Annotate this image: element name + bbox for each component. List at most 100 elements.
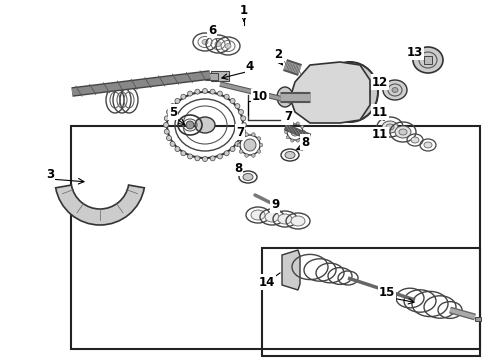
Circle shape <box>210 156 215 161</box>
Ellipse shape <box>344 86 356 98</box>
Circle shape <box>195 156 200 161</box>
Circle shape <box>239 135 244 140</box>
Bar <box>71 126 480 349</box>
Circle shape <box>241 116 246 121</box>
Circle shape <box>186 121 194 129</box>
Circle shape <box>242 122 246 127</box>
Circle shape <box>218 91 222 96</box>
Text: 10: 10 <box>252 90 268 104</box>
Circle shape <box>235 141 240 147</box>
Circle shape <box>164 122 169 127</box>
Text: 7: 7 <box>236 126 244 139</box>
Circle shape <box>167 109 172 114</box>
Circle shape <box>241 129 246 134</box>
Circle shape <box>224 94 229 99</box>
Ellipse shape <box>411 137 419 143</box>
Ellipse shape <box>195 117 215 133</box>
Ellipse shape <box>215 41 221 46</box>
Circle shape <box>251 154 255 157</box>
Text: 6: 6 <box>208 23 216 36</box>
Text: 8: 8 <box>234 162 242 175</box>
Ellipse shape <box>278 214 292 224</box>
Circle shape <box>181 151 186 156</box>
Circle shape <box>210 89 215 94</box>
Bar <box>262 248 480 356</box>
Circle shape <box>224 151 229 156</box>
Text: 13: 13 <box>407 45 423 58</box>
Circle shape <box>259 143 263 147</box>
Circle shape <box>245 133 248 136</box>
Text: 7: 7 <box>284 111 292 123</box>
Polygon shape <box>282 250 300 290</box>
Circle shape <box>239 137 243 140</box>
Circle shape <box>170 141 175 147</box>
Ellipse shape <box>424 142 432 148</box>
Ellipse shape <box>395 126 411 138</box>
Circle shape <box>239 150 243 153</box>
Circle shape <box>188 154 193 159</box>
Circle shape <box>301 125 304 128</box>
Ellipse shape <box>386 124 394 130</box>
Ellipse shape <box>291 216 305 226</box>
Circle shape <box>302 130 305 134</box>
Wedge shape <box>56 185 145 225</box>
Circle shape <box>286 125 289 128</box>
Ellipse shape <box>244 139 256 151</box>
Circle shape <box>237 143 241 147</box>
Ellipse shape <box>383 80 407 100</box>
Ellipse shape <box>322 62 378 122</box>
Circle shape <box>245 154 248 157</box>
Text: 15: 15 <box>379 287 395 300</box>
Circle shape <box>175 98 180 103</box>
Ellipse shape <box>251 210 265 220</box>
Circle shape <box>291 122 294 125</box>
Circle shape <box>188 91 193 96</box>
Circle shape <box>218 154 222 159</box>
Circle shape <box>291 139 294 142</box>
Ellipse shape <box>399 129 407 135</box>
Circle shape <box>285 130 288 134</box>
Circle shape <box>164 116 169 121</box>
Ellipse shape <box>413 47 443 73</box>
Bar <box>424 56 432 64</box>
Ellipse shape <box>382 121 398 133</box>
Ellipse shape <box>291 128 299 136</box>
Ellipse shape <box>424 57 432 63</box>
Circle shape <box>230 147 235 152</box>
Circle shape <box>202 157 207 162</box>
Circle shape <box>251 133 255 136</box>
Text: 2: 2 <box>274 49 282 62</box>
Ellipse shape <box>225 44 231 49</box>
Circle shape <box>257 137 261 140</box>
Circle shape <box>167 135 172 140</box>
Bar <box>206 72 218 80</box>
Bar <box>211 71 229 81</box>
Polygon shape <box>290 62 370 123</box>
Circle shape <box>170 104 175 109</box>
Text: 4: 4 <box>246 60 254 73</box>
Text: 1: 1 <box>240 4 248 17</box>
Text: 5: 5 <box>169 105 177 118</box>
Circle shape <box>296 139 299 142</box>
Ellipse shape <box>277 87 293 107</box>
Circle shape <box>195 89 200 94</box>
Circle shape <box>230 98 235 103</box>
Ellipse shape <box>243 174 253 180</box>
Text: 11: 11 <box>372 129 388 141</box>
Circle shape <box>301 136 304 139</box>
Circle shape <box>202 89 207 94</box>
Text: 9: 9 <box>271 198 279 211</box>
Circle shape <box>235 104 240 109</box>
Text: 8: 8 <box>301 135 309 148</box>
Text: 11: 11 <box>372 105 388 118</box>
Ellipse shape <box>285 152 295 158</box>
Circle shape <box>175 147 180 152</box>
Ellipse shape <box>392 87 398 93</box>
Circle shape <box>181 94 186 99</box>
Text: 14: 14 <box>259 275 275 288</box>
Ellipse shape <box>202 40 208 45</box>
Circle shape <box>239 109 244 114</box>
Circle shape <box>164 129 169 134</box>
Text: 3: 3 <box>46 168 54 181</box>
Ellipse shape <box>265 212 279 222</box>
